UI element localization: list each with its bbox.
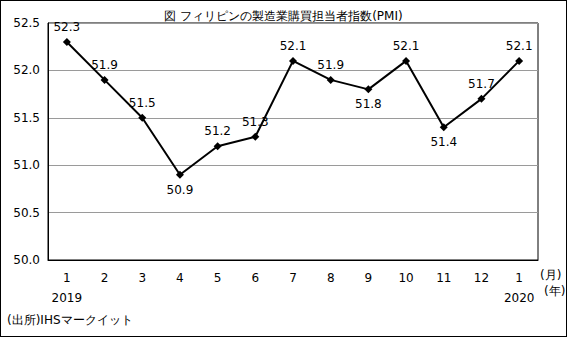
svg-text:5: 5 <box>214 271 222 285</box>
svg-text:10: 10 <box>398 271 413 285</box>
svg-text:(出所)IHSマークイット: (出所)IHSマークイット <box>7 313 133 327</box>
svg-text:2019: 2019 <box>52 291 83 305</box>
svg-text:51.3: 51.3 <box>242 115 269 129</box>
svg-text:52.1: 52.1 <box>506 39 533 53</box>
svg-text:9: 9 <box>365 271 373 285</box>
svg-text:51.9: 51.9 <box>317 58 344 72</box>
svg-text:52.0: 52.0 <box>13 63 40 77</box>
svg-text:4: 4 <box>176 271 184 285</box>
svg-text:51.7: 51.7 <box>468 77 495 91</box>
svg-text:50.9: 50.9 <box>167 183 194 197</box>
svg-text:51.5: 51.5 <box>129 96 156 110</box>
svg-text:52.1: 52.1 <box>393 39 420 53</box>
svg-text:11: 11 <box>436 271 451 285</box>
svg-text:50.0: 50.0 <box>13 253 40 267</box>
svg-text:51.4: 51.4 <box>430 135 457 149</box>
svg-text:1: 1 <box>515 271 523 285</box>
svg-text:2: 2 <box>101 271 109 285</box>
svg-text:6: 6 <box>251 271 259 285</box>
svg-text:51.9: 51.9 <box>91 58 118 72</box>
svg-text:51.2: 51.2 <box>204 124 231 138</box>
svg-text:2020: 2020 <box>504 291 535 305</box>
svg-text:51.0: 51.0 <box>13 158 40 172</box>
svg-text:1: 1 <box>63 271 71 285</box>
svg-text:50.5: 50.5 <box>13 206 40 220</box>
svg-text:12: 12 <box>474 271 489 285</box>
svg-text:図 フィリピンの製造業購買担当者指数(PMI): 図 フィリピンの製造業購買担当者指数(PMI) <box>164 9 402 23</box>
svg-text:(年): (年) <box>544 284 565 298</box>
svg-text:52.3: 52.3 <box>53 20 80 34</box>
svg-text:(月): (月) <box>540 268 561 282</box>
svg-text:51.8: 51.8 <box>355 97 382 111</box>
svg-text:52.1: 52.1 <box>280 39 307 53</box>
svg-text:52.5: 52.5 <box>13 16 40 30</box>
svg-text:51.5: 51.5 <box>13 111 40 125</box>
svg-text:3: 3 <box>138 271 146 285</box>
svg-text:7: 7 <box>289 271 297 285</box>
svg-text:8: 8 <box>327 271 335 285</box>
